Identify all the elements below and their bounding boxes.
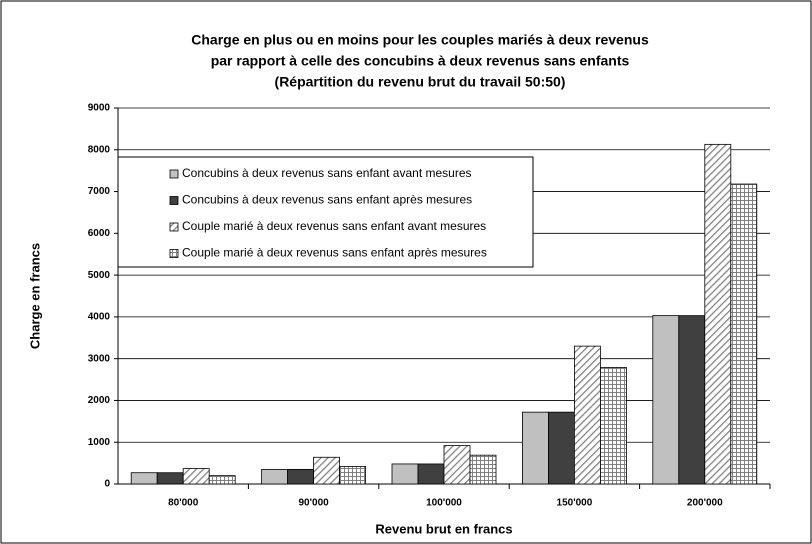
legend-label: Concubins à deux revenus sans enfant apr… bbox=[182, 193, 472, 207]
bar bbox=[313, 456, 341, 485]
y-axis-label: Charge en francs bbox=[27, 243, 42, 349]
y-tick-label: 9000 bbox=[88, 103, 111, 114]
bar bbox=[182, 468, 210, 485]
y-tick-label: 7000 bbox=[88, 186, 111, 197]
legend-label: Concubins à deux revenus sans enfant ava… bbox=[182, 166, 472, 180]
bar bbox=[287, 468, 315, 485]
bar bbox=[678, 315, 706, 485]
chart-title: Charge en plus ou en moins pour les coup… bbox=[191, 32, 649, 48]
chart-title: par rapport à celle des concubins à deux… bbox=[211, 53, 630, 69]
y-tick-label: 3000 bbox=[88, 353, 111, 364]
y-tick-label: 6000 bbox=[88, 228, 111, 239]
bar bbox=[339, 466, 367, 485]
chart-title: (Répartition du revenu brut du travail 5… bbox=[275, 74, 566, 90]
bar bbox=[261, 468, 289, 485]
bar bbox=[600, 367, 627, 485]
bar bbox=[652, 315, 680, 485]
legend bbox=[117, 156, 534, 268]
bar bbox=[130, 472, 158, 485]
bar bbox=[417, 463, 445, 485]
y-tick-label: 5000 bbox=[88, 270, 111, 281]
legend-swatch bbox=[169, 222, 179, 232]
bar bbox=[391, 463, 419, 485]
legend-swatch bbox=[169, 196, 179, 205]
x-tick-label: 150'000 bbox=[557, 498, 593, 509]
legend-swatch bbox=[169, 249, 179, 258]
legend-swatch bbox=[169, 169, 179, 179]
bar bbox=[208, 475, 236, 485]
x-tick-label: 200'000 bbox=[687, 498, 723, 509]
y-tick-label: 0 bbox=[104, 479, 110, 490]
bar bbox=[730, 183, 758, 485]
y-tick-label: 1000 bbox=[88, 437, 111, 448]
x-tick-label: 80'000 bbox=[168, 498, 199, 509]
legend-label: Couple marié à deux revenus sans enfant … bbox=[182, 219, 486, 233]
bar bbox=[469, 454, 497, 485]
legend-label: Couple marié à deux revenus sans enfant … bbox=[182, 246, 487, 260]
x-axis-label: Revenu brut en francs bbox=[375, 521, 512, 536]
x-tick-label: 100'000 bbox=[426, 498, 462, 509]
y-tick-label: 4000 bbox=[88, 312, 111, 323]
bar bbox=[522, 411, 549, 485]
y-tick-label: 8000 bbox=[88, 144, 111, 155]
bar bbox=[574, 345, 601, 485]
y-tick-label: 2000 bbox=[88, 395, 111, 406]
bar bbox=[443, 445, 471, 485]
x-tick-label: 90'000 bbox=[299, 498, 330, 509]
bar bbox=[548, 411, 575, 485]
bar bbox=[704, 143, 732, 485]
bar bbox=[156, 472, 184, 485]
